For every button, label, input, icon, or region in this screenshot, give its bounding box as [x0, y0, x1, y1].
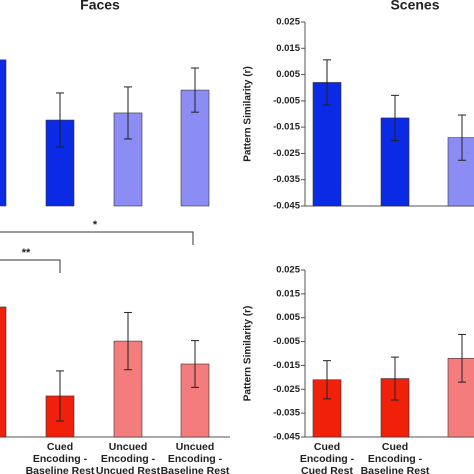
- x-tick-label: Cued Encoding - Baseline Rest: [360, 441, 430, 474]
- y-tick-label: 0.005: [276, 69, 300, 80]
- significance-label: *: [93, 219, 98, 231]
- x-tick-label: Cued Encoding - Baseline Rest: [25, 441, 95, 474]
- bar: [447, 357, 474, 438]
- y-tick-label: -0.035: [273, 408, 301, 419]
- y-tick-label: -0.015: [273, 360, 301, 371]
- y-tick-label: 0.025: [276, 17, 300, 28]
- y-tick-label: 0.005: [276, 312, 300, 323]
- y-tick-label: -0.005: [273, 95, 301, 106]
- significance-label: **: [22, 247, 31, 259]
- x-tick-label: Uncued Encoding - Uncued Rest: [95, 441, 161, 474]
- y-tick-label: 0.015: [276, 43, 300, 54]
- error-bar: [323, 360, 331, 400]
- significance-bracket: [0, 231, 194, 245]
- error-bar: [458, 333, 466, 383]
- error-bar: [391, 94, 399, 142]
- y-tick-label: 0.015: [276, 288, 300, 299]
- error-bar: [323, 59, 331, 106]
- bar: [0, 59, 7, 207]
- y-tick-label: -0.045: [273, 432, 301, 443]
- error-bar: [191, 340, 199, 388]
- y-tick-label: 0.025: [276, 265, 300, 276]
- significance-bracket: [0, 259, 61, 273]
- error-bar: [458, 114, 466, 161]
- bar: [0, 306, 7, 438]
- y-axis-label: Pattern Similarity (r): [243, 66, 254, 162]
- y-tick-label: -0.005: [273, 336, 301, 347]
- error-bar: [124, 311, 132, 371]
- chart-title: Scenes: [390, 0, 439, 13]
- y-tick-label: -0.015: [273, 122, 301, 133]
- bar: [447, 137, 474, 207]
- y-tick-label: -0.035: [273, 174, 301, 185]
- chart-title: Faces: [80, 0, 120, 13]
- x-tick-label: Uncued Encoding - Baseline Rest: [160, 441, 230, 474]
- y-tick-label: -0.025: [273, 148, 301, 159]
- error-bar: [391, 356, 399, 401]
- y-tick-label: -0.025: [273, 384, 301, 395]
- error-bar: [191, 67, 199, 113]
- error-bar: [56, 370, 64, 422]
- y-tick-label: -0.045: [273, 201, 301, 212]
- x-tick-label: Cued Encoding - Cued Rest: [299, 441, 355, 474]
- error-bar: [56, 92, 64, 148]
- y-axis-label: Pattern Similarity (r): [243, 306, 254, 402]
- error-bar: [124, 86, 132, 140]
